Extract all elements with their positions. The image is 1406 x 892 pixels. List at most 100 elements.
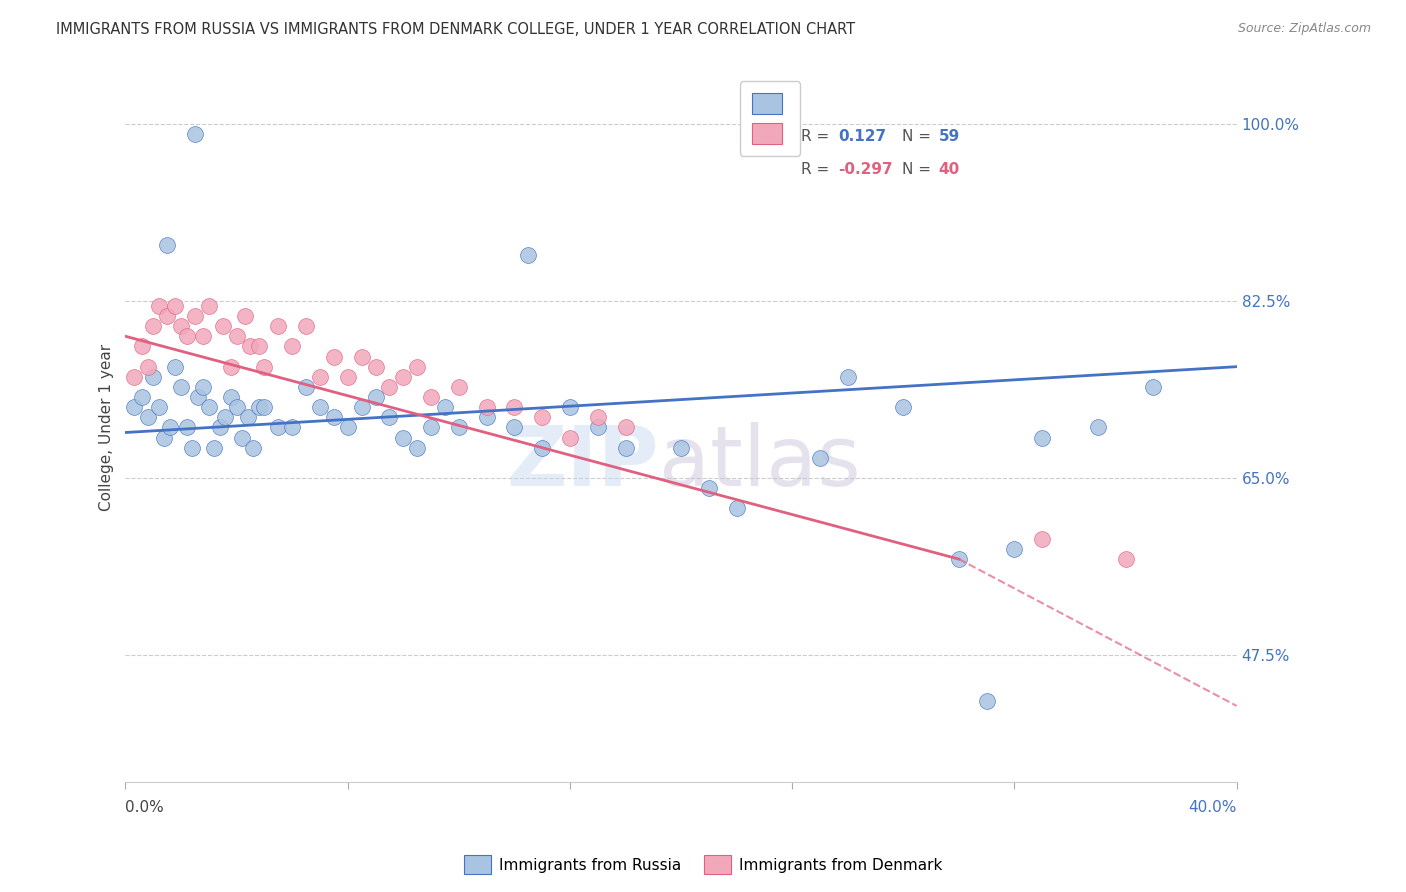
Point bbox=[267, 420, 290, 434]
Point bbox=[142, 369, 165, 384]
Point bbox=[281, 420, 304, 434]
Point bbox=[148, 400, 170, 414]
Point bbox=[198, 400, 221, 414]
Point bbox=[165, 299, 187, 313]
Text: R =: R = bbox=[800, 128, 828, 144]
Point bbox=[837, 369, 859, 384]
Point bbox=[136, 410, 159, 425]
Point bbox=[406, 441, 429, 455]
Point bbox=[364, 390, 387, 404]
Legend: , : , bbox=[740, 81, 800, 156]
Point bbox=[202, 441, 225, 455]
Point bbox=[131, 339, 153, 353]
Point bbox=[433, 400, 456, 414]
Point bbox=[247, 400, 270, 414]
Point bbox=[808, 450, 831, 465]
Point bbox=[976, 694, 998, 708]
Point bbox=[420, 390, 443, 404]
Point bbox=[159, 420, 181, 434]
Point bbox=[193, 380, 215, 394]
Point bbox=[475, 410, 498, 425]
Point bbox=[447, 420, 470, 434]
Point bbox=[517, 248, 540, 262]
Text: N =: N = bbox=[901, 128, 931, 144]
Point bbox=[233, 309, 256, 323]
Point bbox=[725, 501, 748, 516]
Text: 0.0%: 0.0% bbox=[125, 800, 165, 815]
Point bbox=[198, 299, 221, 313]
Point bbox=[614, 441, 637, 455]
Point bbox=[392, 369, 415, 384]
Point bbox=[558, 431, 581, 445]
Point bbox=[558, 400, 581, 414]
Point bbox=[231, 431, 253, 445]
Text: 40: 40 bbox=[938, 161, 959, 177]
Point bbox=[165, 359, 187, 374]
Point bbox=[131, 390, 153, 404]
Text: 59: 59 bbox=[938, 128, 959, 144]
Point bbox=[406, 359, 429, 374]
Point bbox=[211, 319, 233, 334]
Point bbox=[669, 441, 692, 455]
Point bbox=[142, 319, 165, 334]
Point bbox=[1031, 532, 1053, 546]
Point bbox=[322, 350, 344, 364]
Point bbox=[184, 127, 207, 141]
Point bbox=[503, 400, 526, 414]
Point bbox=[503, 420, 526, 434]
Point bbox=[170, 380, 193, 394]
Point bbox=[219, 390, 242, 404]
Point bbox=[586, 410, 609, 425]
Point bbox=[350, 350, 373, 364]
Text: atlas: atlas bbox=[659, 423, 860, 503]
Point bbox=[148, 299, 170, 313]
Point bbox=[239, 339, 262, 353]
Point bbox=[122, 400, 145, 414]
Point bbox=[1004, 541, 1026, 556]
Point bbox=[614, 420, 637, 434]
Point bbox=[697, 481, 720, 495]
Point bbox=[364, 359, 387, 374]
Point bbox=[309, 400, 332, 414]
Point bbox=[309, 369, 332, 384]
Point bbox=[236, 410, 259, 425]
Text: Source: ZipAtlas.com: Source: ZipAtlas.com bbox=[1237, 22, 1371, 36]
Point bbox=[531, 410, 554, 425]
Text: 40.0%: 40.0% bbox=[1188, 800, 1237, 815]
Point bbox=[531, 441, 554, 455]
Point bbox=[156, 238, 179, 252]
Point bbox=[378, 380, 401, 394]
Point bbox=[295, 380, 318, 394]
Point bbox=[1031, 431, 1053, 445]
Point bbox=[893, 400, 915, 414]
Point bbox=[219, 359, 242, 374]
Point bbox=[392, 431, 415, 445]
Point bbox=[225, 329, 247, 343]
Point bbox=[225, 400, 247, 414]
Text: 0.127: 0.127 bbox=[838, 128, 887, 144]
Point bbox=[253, 359, 276, 374]
Point bbox=[336, 369, 359, 384]
Point bbox=[253, 400, 276, 414]
Point bbox=[586, 420, 609, 434]
Point bbox=[170, 319, 193, 334]
Point bbox=[378, 410, 401, 425]
Text: IMMIGRANTS FROM RUSSIA VS IMMIGRANTS FROM DENMARK COLLEGE, UNDER 1 YEAR CORRELAT: IMMIGRANTS FROM RUSSIA VS IMMIGRANTS FRO… bbox=[56, 22, 855, 37]
Point bbox=[350, 400, 373, 414]
Text: -0.297: -0.297 bbox=[838, 161, 893, 177]
Point bbox=[184, 309, 207, 323]
Text: R =: R = bbox=[800, 161, 828, 177]
Point bbox=[176, 420, 198, 434]
Point bbox=[136, 359, 159, 374]
Point bbox=[267, 319, 290, 334]
Point bbox=[281, 339, 304, 353]
Point bbox=[336, 420, 359, 434]
Point bbox=[153, 431, 176, 445]
Point bbox=[242, 441, 264, 455]
Point bbox=[181, 441, 204, 455]
Point bbox=[193, 329, 215, 343]
Point bbox=[1115, 552, 1137, 566]
Point bbox=[214, 410, 236, 425]
Point bbox=[420, 420, 443, 434]
Point bbox=[1142, 380, 1164, 394]
